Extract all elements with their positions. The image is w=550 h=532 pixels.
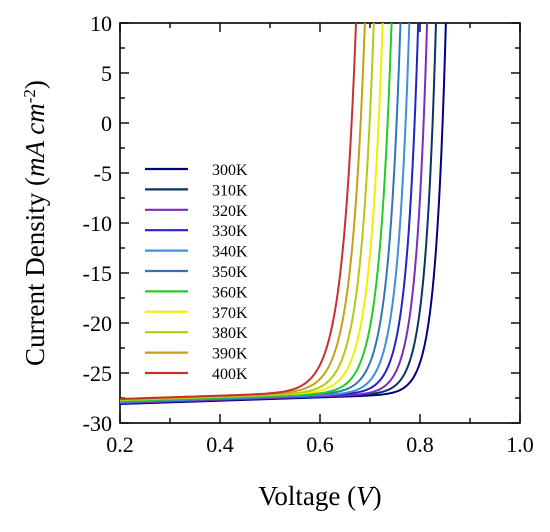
legend-label-320K: 320K — [212, 203, 248, 220]
series-line-400K — [120, 23, 357, 400]
y-tick-label: 5 — [101, 61, 112, 86]
axis-titles: Voltage (V) Current Density (mA cm-2) — [20, 80, 382, 511]
series-line-350K — [120, 23, 402, 402]
axis-ticks — [119, 22, 521, 424]
curves — [120, 23, 447, 405]
series-line-370K — [120, 23, 384, 401]
x-tick-label: 0.6 — [306, 432, 334, 457]
y-tick-label: -30 — [83, 411, 112, 436]
y-tick-label: -20 — [83, 311, 112, 336]
x-tick-label: 1.0 — [506, 432, 534, 457]
legend: 300K 310K 320K 330K 340K 350K 360K 370K 380K 390K… — [145, 162, 248, 383]
x-axis-title: Voltage (V) — [258, 481, 381, 511]
legend-label-400K: 400K — [212, 366, 248, 383]
legend-label-350K: 350K — [212, 264, 248, 281]
x-tick-label: 0.8 — [406, 432, 434, 457]
legend-label-330K: 330K — [212, 223, 248, 240]
legend-label-390K: 390K — [212, 346, 248, 363]
legend-label-340K: 340K — [212, 244, 248, 261]
x-tick-label: 0.4 — [206, 432, 234, 457]
y-tick-label: 10 — [90, 11, 112, 36]
legend-label-360K: 360K — [212, 284, 248, 301]
y-tick-label: -5 — [94, 161, 112, 186]
series-line-360K — [120, 23, 393, 402]
y-tick-label: -10 — [83, 211, 112, 236]
y-axis-title: Current Density (mA cm-2) — [20, 80, 51, 366]
legend-label-300K: 300K — [212, 162, 248, 179]
y-tick-label: -25 — [83, 361, 112, 386]
legend-label-370K: 370K — [212, 305, 248, 322]
y-tick-label: 0 — [101, 111, 112, 136]
x-tick-label: 0.2 — [106, 432, 134, 457]
tick-labels: 0.2 0.4 0.6 0.8 1.0 10 5 0 -5 -10 -15 -20 -25 -30 — [83, 11, 534, 457]
y-tick-label: -15 — [83, 261, 112, 286]
legend-label-380K: 380K — [212, 325, 248, 342]
legend-label-310K: 310K — [212, 182, 248, 199]
